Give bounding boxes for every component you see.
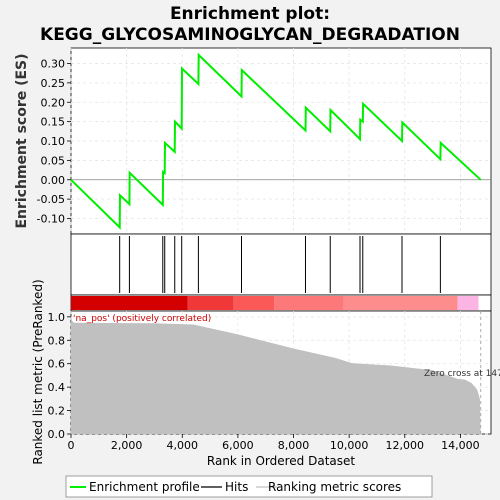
es-ytick-label: 0.10	[41, 135, 66, 148]
heat-segment	[233, 296, 275, 310]
es-panel: -0.10 -0.05 0.00 0.05 0.10 0.15 0.20 0.25 0.30	[37, 47, 492, 235]
chart-title-line1: Enrichment plot:	[170, 4, 330, 24]
positive-correlation-label: 'na_pos' (positively correlated)	[73, 314, 211, 324]
rank-xtick-label: 12,000	[386, 439, 425, 452]
heat-segment	[343, 296, 458, 310]
heat-segment	[71, 296, 188, 310]
ranking-metric-area	[71, 316, 481, 434]
es-ytick-label: 0.20	[41, 96, 66, 109]
zero-cross-label: Zero cross at 14730	[424, 369, 500, 379]
es-ylabel: Enrichment score (ES)	[14, 53, 30, 228]
hits-panel	[70, 233, 492, 296]
es-series-line	[70, 52, 482, 230]
legend-label-enrichment: Enrichment profile	[89, 480, 200, 494]
rank-ytick-label: 0.2	[48, 405, 66, 418]
chart-title-line2: KEGG_GLYCOSAMINOGLYCAN_DEGRADATION	[40, 25, 460, 45]
es-ytick-label: -0.10	[37, 213, 65, 226]
rank-ytick-label: 1.0	[48, 311, 66, 324]
es-ytick-label: 0.25	[41, 77, 66, 90]
rank-ytick-label: 0.6	[48, 358, 66, 371]
rank-xtick-label: 4,000	[167, 439, 199, 452]
rank-xtick-label: 2,000	[111, 439, 143, 452]
es-ytick-label: -0.05	[37, 193, 65, 206]
heat-segment	[274, 296, 344, 310]
legend: Enrichment profile Hits Ranking metric s…	[65, 475, 433, 498]
es-ytick-label: 0.30	[41, 58, 66, 71]
rank-color-band	[70, 294, 492, 312]
es-ytick-label: 0.00	[41, 174, 66, 187]
rank-xtick-label: 14,000	[441, 439, 480, 452]
legend-label-hits: Hits	[225, 480, 248, 494]
rank-ytick-label: 0.8	[48, 334, 66, 347]
heat-segment	[187, 296, 234, 310]
es-ytick-label: 0.15	[41, 116, 66, 129]
rank-ytick-label: 0.4	[48, 381, 66, 394]
legend-label-ranking: Ranking metric scores	[268, 480, 401, 494]
rank-xtick-label: 10,000	[330, 439, 369, 452]
heat-segment	[457, 296, 479, 310]
rank-ytick-label: 0.0	[48, 428, 66, 441]
rank-xtick-label: 8,000	[278, 439, 310, 452]
rank-xtick-label: 0	[68, 439, 75, 452]
rank-panel: 0.0 0.2 0.4 0.6 0.8 1.0 0 2,000 4,000 6,000 8,000…	[48, 310, 500, 452]
rank-xlabel: Rank in Ordered Dataset	[207, 454, 355, 468]
rank-ylabel: Ranked list metric (PreRanked)	[31, 279, 45, 464]
es-ytick-label: 0.05	[41, 154, 66, 167]
rank-xtick-label: 6,000	[222, 439, 254, 452]
